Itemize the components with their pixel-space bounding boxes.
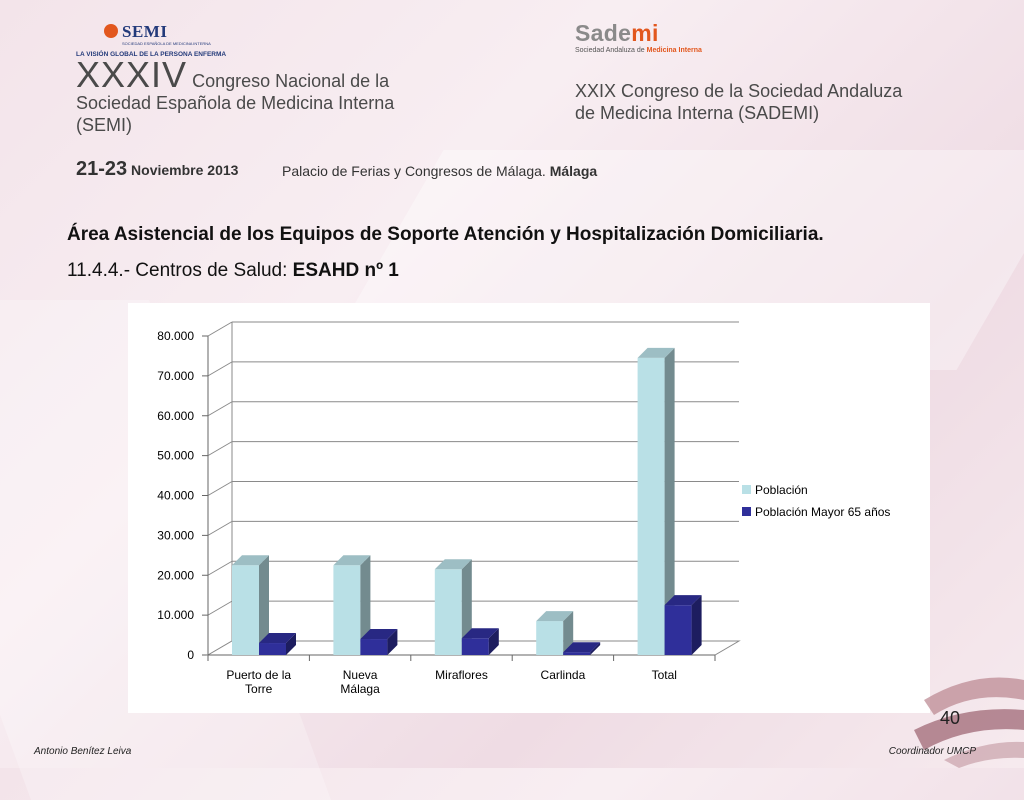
bar-side xyxy=(563,611,574,655)
bar-front xyxy=(259,643,286,655)
y-tick-label: 80.000 xyxy=(157,329,194,343)
semi-logo-mark xyxy=(104,24,118,38)
bar-side xyxy=(691,595,702,655)
footer-author: Antonio Benítez Leiva xyxy=(34,746,132,757)
congress-header: SEMI SOCIEDAD ESPAÑOLA DE MEDICINA INTER… xyxy=(0,0,1024,200)
gridline-side xyxy=(207,520,233,536)
bar-side xyxy=(664,347,675,655)
semi-logo-small: SOCIEDAD ESPAÑOLA DE MEDICINA INTERNA xyxy=(122,41,211,46)
bar-front xyxy=(461,638,489,655)
legend-swatch xyxy=(742,485,751,494)
semi-congress-title: XXXIV Congreso Nacional de la Sociedad E… xyxy=(76,54,395,136)
legend-label: Población xyxy=(755,483,808,497)
bar-front xyxy=(232,565,259,655)
bar-chart: 0 10.000 20.000 30.000 40.000 50.000 60.000 70.… xyxy=(157,321,890,696)
gridline-side xyxy=(207,600,233,616)
bar-side xyxy=(488,628,499,655)
y-tick-label: 30.000 xyxy=(157,528,194,542)
bar-top xyxy=(637,347,675,358)
bar-top xyxy=(434,559,472,570)
bar-top xyxy=(536,611,574,622)
bar-top xyxy=(360,629,398,640)
bar-front xyxy=(637,357,665,655)
sademi-logo-sub: Sociedad Andaluza de Medicina Interna xyxy=(575,47,702,54)
sademi-congress-title: XXIX Congreso de la Sociedad Andaluza de… xyxy=(575,81,903,123)
bar-side xyxy=(590,642,601,655)
sademi-logo-word: Sademi xyxy=(575,20,659,46)
gridline-side xyxy=(207,481,233,496)
bar-side xyxy=(286,633,296,655)
legend-label: Población Mayor 65 años xyxy=(755,505,890,519)
slide-subtitle: 11.4.4.- Centros de Salud: ESAHD nº 1 xyxy=(67,260,399,281)
bar-top xyxy=(664,595,702,606)
bar-front xyxy=(434,569,462,655)
bar-top xyxy=(461,628,499,639)
bar-front xyxy=(664,605,692,655)
bar-front xyxy=(563,652,591,655)
x-tick-label: Nueva xyxy=(343,668,378,682)
gridline-side xyxy=(207,321,233,337)
y-tick-label: 10.000 xyxy=(157,608,194,622)
bar-top xyxy=(563,642,601,653)
x-tick-label: Total xyxy=(652,668,677,682)
bar-top xyxy=(232,555,269,566)
sademi-logo: Sademi Sociedad Andaluza de Medicina Int… xyxy=(575,20,725,60)
corner-decoration xyxy=(914,677,1024,768)
x-tick-label: Carlinda xyxy=(541,668,586,682)
y-tick-label: 0 xyxy=(187,648,194,662)
semi-logo-text: SEMI xyxy=(122,22,168,41)
legend-swatch xyxy=(742,507,751,516)
bar-front xyxy=(536,621,564,655)
x-tick-label: Málaga xyxy=(340,682,380,696)
page-number: 40 xyxy=(940,708,961,728)
y-tick-label: 20.000 xyxy=(157,568,194,582)
bar-side xyxy=(259,555,269,655)
bar-front xyxy=(333,565,361,655)
semi-logo: SEMI SOCIEDAD ESPAÑOLA DE MEDICINA INTER… xyxy=(76,22,226,62)
x-tick-label: Miraflores xyxy=(435,668,488,682)
gridline-side xyxy=(207,560,233,576)
x-tick-label: Torre xyxy=(245,682,273,696)
y-tick-label: 50.000 xyxy=(157,449,194,463)
y-tick-label: 70.000 xyxy=(157,369,194,383)
y-tick-label: 40.000 xyxy=(157,489,194,503)
congress-date-venue: 21-23 Noviembre 2013 Palacio de Ferias y… xyxy=(76,158,598,180)
bar-top xyxy=(333,555,371,566)
bar-side xyxy=(360,555,371,655)
semi-logo-tagline: LA VISIÓN GLOBAL DE LA PERSONA ENFERMA xyxy=(76,51,227,58)
footer-role: Coordinador UMCP xyxy=(888,746,976,757)
gridline-side xyxy=(207,441,233,457)
chart-container: 0 10.000 20.000 30.000 40.000 50.000 60.000 70.… xyxy=(128,303,930,713)
gridline-side xyxy=(207,401,233,417)
x-tick-label: Puerto de la xyxy=(226,668,291,682)
gridline-side xyxy=(207,361,233,377)
slide-title: Área Asistencial de los Equipos de Sopor… xyxy=(67,224,824,245)
bar-side xyxy=(387,629,398,655)
bar-front xyxy=(360,639,388,655)
bar-top xyxy=(259,633,296,644)
y-tick-label: 60.000 xyxy=(157,409,194,423)
